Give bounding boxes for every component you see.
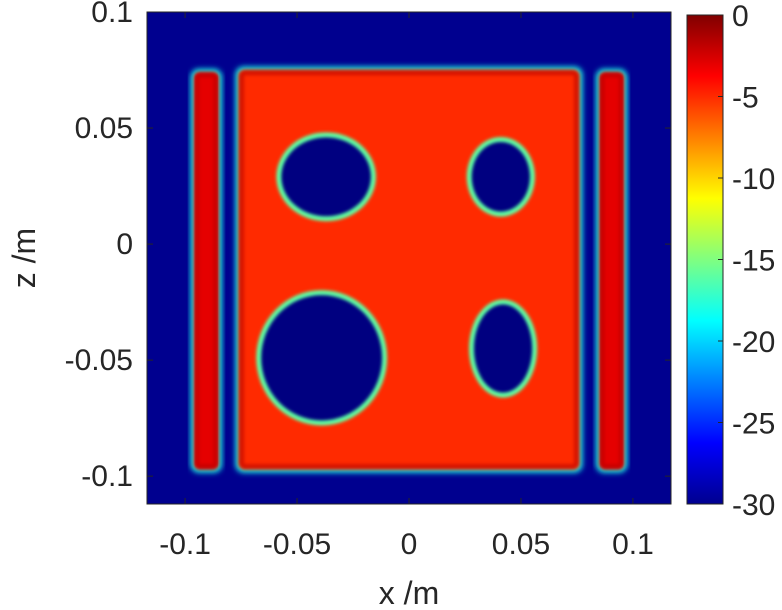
y-tick-label: -0.1 (81, 460, 133, 493)
colorbar-tick-label: -20 (732, 326, 775, 359)
x-tick-label: -0.05 (263, 528, 331, 561)
colorbar-tick-label: -5 (732, 82, 759, 115)
heatmap-feature-right-strip-rim (599, 72, 624, 470)
y-tick-label: 0.1 (91, 0, 133, 29)
y-tick-label: 0.05 (75, 112, 133, 145)
colorbar: 0 -5 -10 -15 -20 -25 -30 (686, 0, 775, 522)
x-tick-label: 0 (401, 528, 418, 561)
x-tick-label: 0.05 (492, 528, 550, 561)
heatmap-feature-lower-right-hole-fill (473, 304, 533, 393)
colorbar-tick-label: -10 (732, 163, 775, 196)
heatmap-feature-upper-right-hole-fill (471, 141, 530, 212)
x-tick-label: -0.1 (159, 528, 211, 561)
heatmap-feature-upper-left-hole-fill (281, 137, 371, 217)
x-axis-label: x /m (379, 575, 439, 610)
x-axis-ticks: -0.1 -0.05 0 0.05 0.1 (159, 12, 654, 561)
colorbar-tick-label: 0 (732, 0, 749, 33)
colorbar-tick-label: -30 (732, 489, 775, 522)
y-axis-ticks: 0.1 0.05 0 -0.05 -0.1 (65, 0, 671, 493)
colorbar-tick-label: -25 (732, 408, 775, 441)
heatmap-features (190, 66, 628, 473)
colorbar-gradient (686, 14, 724, 505)
y-tick-label: 0 (116, 228, 133, 261)
colorbar-tick-label: -15 (732, 245, 775, 278)
heatmap-feature-upper-left-hole (276, 132, 376, 222)
heatmap-plot-area (146, 11, 672, 505)
colorbar-ticks: 0 -5 -10 -15 -20 -25 -30 (718, 0, 775, 522)
heatmap-feature-left-strip-rim (194, 72, 219, 470)
heatmap-feature-right-strip-fill (599, 72, 625, 470)
y-axis-label: z /m (6, 228, 42, 288)
y-tick-label: -0.05 (65, 344, 133, 377)
heatmap-feature-left-strip-fill (193, 72, 219, 470)
heatmap-feature-upper-right-hole (466, 136, 535, 217)
heatmap-feature-main-plate-rim (239, 70, 579, 470)
heatmap-feature-lower-left-hole (256, 290, 388, 426)
heatmap-feature-lower-right-hole (468, 299, 538, 398)
x-tick-label: 0.1 (612, 528, 654, 561)
heatmap-feature-left-strip (190, 69, 222, 473)
heatmap-feature-right-strip (596, 69, 628, 473)
heatmap-feature-lower-left-hole-fill (261, 295, 383, 421)
